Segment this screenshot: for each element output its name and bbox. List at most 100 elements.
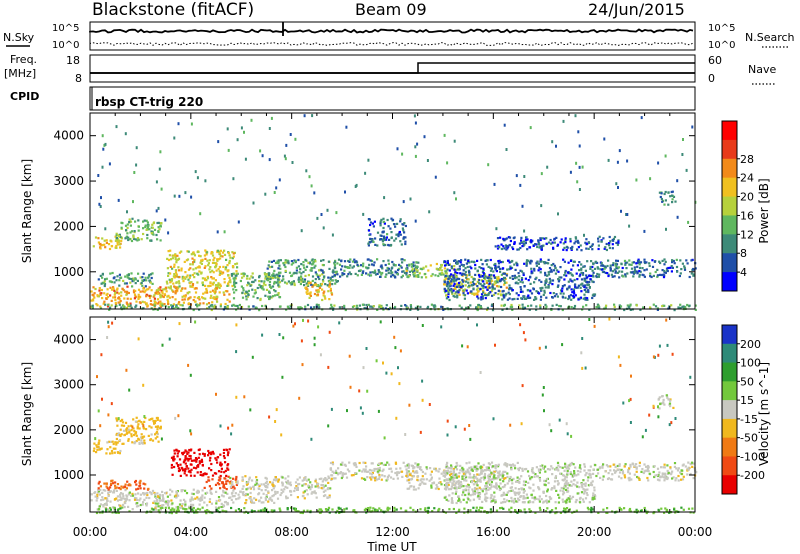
- echo-cell: [150, 426, 153, 429]
- echo-cell: [469, 476, 472, 479]
- echo-cell: [559, 305, 562, 308]
- echo-cell: [328, 283, 332, 286]
- echo-cell: [673, 309, 676, 312]
- echo-cell: [506, 247, 509, 250]
- echo-cell: [157, 505, 160, 508]
- echo-cell: [181, 277, 184, 280]
- echo-cell: [683, 268, 687, 271]
- echo-cell: [440, 264, 444, 267]
- echo-cell: [101, 491, 104, 494]
- echo-cell: [561, 296, 565, 299]
- echo-cell: [205, 287, 208, 291]
- echo-cell: [479, 488, 482, 491]
- echo-cell: [489, 496, 493, 499]
- echo-cell: [497, 297, 500, 300]
- echo-cell: [681, 262, 684, 265]
- echo-cell: [373, 269, 377, 272]
- echo-cell: [394, 237, 398, 240]
- echo-cell: [161, 494, 164, 497]
- echo-cell: [205, 303, 209, 306]
- echo-cell: [554, 476, 557, 480]
- echo-cell: [345, 476, 349, 479]
- echo-cell: [114, 235, 117, 238]
- echo-cell: [264, 277, 267, 280]
- echo-cell: [101, 276, 104, 279]
- echo-cell: [251, 288, 254, 291]
- echo-cell: [459, 261, 462, 264]
- echo-cell: [323, 275, 326, 278]
- echo-cell: [233, 283, 236, 287]
- echo-cell: [316, 290, 319, 293]
- echo-cell: [211, 305, 214, 308]
- echo-cell: [168, 296, 171, 299]
- echo-cell: [142, 501, 145, 504]
- echo-cell: [579, 283, 583, 286]
- echo-cell: [478, 478, 482, 481]
- echo-cell: [232, 501, 235, 504]
- echo-cell: [398, 230, 401, 234]
- echo-cell: [591, 280, 594, 283]
- echo-cell: [155, 233, 158, 237]
- echo-cell: [680, 268, 683, 271]
- echo-cell: [411, 268, 414, 271]
- echo-cell: [451, 483, 454, 486]
- echo-cell: [463, 273, 466, 276]
- echo-cell: [529, 296, 532, 299]
- echo-cell: [420, 276, 423, 279]
- echo-cell: [158, 292, 161, 295]
- echo-cell: [557, 493, 560, 496]
- echo-cell: [656, 275, 659, 278]
- echo-cell: [219, 498, 222, 502]
- echo-cell: [227, 475, 230, 478]
- echo-cell: [334, 270, 337, 273]
- echo-cell: [469, 265, 472, 268]
- echo-cell: [643, 258, 646, 261]
- echo-cell: [663, 258, 666, 261]
- echo-cell: [303, 497, 306, 500]
- echo-cell: [367, 303, 370, 306]
- echo-cell: [156, 221, 159, 225]
- echo-cell: [457, 479, 460, 482]
- echo-cell: [518, 480, 521, 483]
- echo-cell: [421, 470, 424, 474]
- echo-cell: [509, 305, 512, 309]
- echo-cell: [131, 441, 134, 444]
- echo-cell: [366, 258, 369, 261]
- echo-cell: [628, 224, 631, 228]
- echo-cell: [570, 497, 573, 500]
- echo-cell: [125, 487, 128, 490]
- echo-cell: [150, 276, 153, 280]
- echo-cell: [517, 294, 520, 297]
- echo-cell: [204, 297, 207, 300]
- echo-cell: [110, 479, 113, 482]
- echo-cell: [572, 307, 575, 310]
- echo-cell: [462, 472, 465, 475]
- echo-cell: [96, 304, 99, 307]
- echo-cell: [473, 283, 476, 286]
- echo-cell: [330, 291, 333, 295]
- echo-cell: [664, 260, 667, 263]
- echo-cell: [416, 308, 420, 311]
- echo-cell: [167, 258, 171, 262]
- echo-cell: [498, 470, 501, 473]
- echo-cell: [98, 439, 101, 442]
- echo-cell: [120, 497, 123, 500]
- echo-cell: [675, 258, 678, 261]
- echo-cell: [445, 473, 448, 476]
- echo-cell: [539, 465, 542, 468]
- echo-cell: [149, 294, 152, 298]
- echo-cell: [466, 277, 469, 281]
- echo-cell: [549, 497, 552, 501]
- echo-cell: [499, 474, 502, 477]
- echo-cell: [303, 483, 306, 486]
- echo-cell: [483, 469, 486, 472]
- echo-cell: [219, 254, 222, 257]
- echo-cell: [524, 483, 527, 487]
- echo-cell: [153, 228, 157, 231]
- echo-cell: [430, 303, 433, 306]
- echo-cell: [471, 469, 474, 472]
- echo-cell: [519, 288, 523, 291]
- echo-cell: [231, 257, 234, 260]
- echo-cell: [310, 492, 313, 495]
- echo-cell: [159, 288, 162, 291]
